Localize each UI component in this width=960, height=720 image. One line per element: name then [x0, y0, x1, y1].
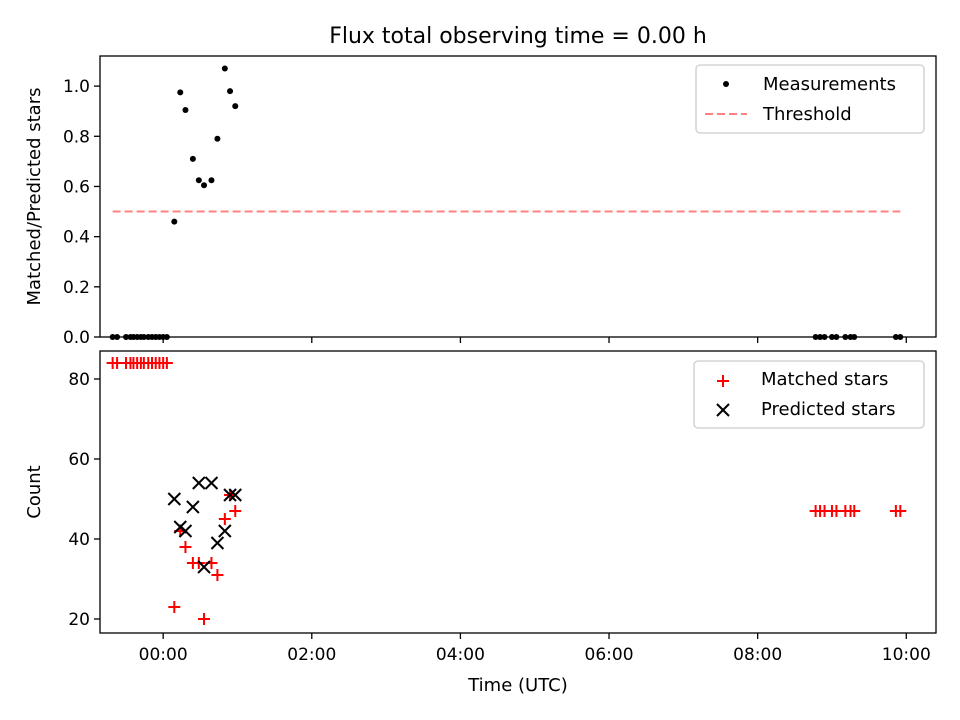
x-axis-label: Time (UTC) [467, 675, 568, 696]
top-legend: Measurements Threshold [695, 64, 925, 134]
y-tick-label: 0.2 [63, 278, 90, 298]
matched-star-marker [179, 541, 192, 553]
matched-star-marker [160, 357, 173, 369]
y-tick-label: 80 [68, 370, 90, 390]
y-tick-label: 60 [68, 450, 90, 470]
top-y-axis-label: Matched/Predicted stars [24, 88, 45, 306]
x-tick-label: 02:00 [287, 645, 336, 665]
predicted-star-marker [167, 492, 182, 506]
legend-predicted-marker [716, 403, 730, 417]
x-tick-label: 10:00 [882, 645, 931, 665]
bottom-legend: Matched stars Predicted stars [693, 360, 925, 429]
top-panel: 0.0 0.2 0.4 0.6 0.8 1.0 Matched/Predicted sta… [24, 55, 937, 348]
predicted-star-marker [197, 560, 211, 574]
chart-title: Flux total observing time = 0.00 h [329, 24, 707, 49]
top-y-ticks: 0.0 0.2 0.4 0.6 0.8 1.0 [63, 77, 100, 348]
matched-star-marker [218, 513, 231, 525]
bottom-legend-box [693, 360, 925, 429]
measurement-point [171, 218, 178, 225]
predicted-star-marker [223, 488, 237, 502]
y-tick-label: 20 [68, 610, 90, 630]
y-tick-label: 0.8 [63, 127, 90, 147]
top-x-ticks [162, 337, 907, 343]
measurement-point [227, 88, 234, 95]
bottom-y-axis-label: Count [24, 465, 45, 518]
matched-star-marker [198, 613, 211, 625]
predicted-star-marker [218, 524, 232, 538]
matched-star-marker [894, 505, 907, 517]
predicted-star-marker [228, 488, 242, 502]
y-tick-label: 0.4 [63, 228, 90, 248]
matched-star-marker [848, 505, 861, 517]
y-tick-label: 1.0 [63, 77, 90, 97]
legend-measurements-label: Measurements [763, 74, 896, 95]
legend-matched-marker [717, 375, 729, 387]
predicted-star-marker [204, 476, 219, 490]
predicted-star-marker [186, 500, 200, 514]
predicted-star-marker [178, 524, 193, 538]
top-axes-frame [99, 55, 937, 338]
matched-star-marker [229, 505, 242, 517]
measurement-point [182, 106, 189, 113]
matched-star-marker [168, 601, 181, 613]
x-tick-label: 00:00 [139, 645, 188, 665]
predicted-star-marker [192, 476, 206, 490]
bottom-axes-frame [99, 350, 937, 634]
measurement-point [189, 155, 196, 162]
legend-matched-label: Matched stars [761, 369, 888, 390]
measurement-point [214, 135, 221, 142]
measurement-point [195, 177, 202, 184]
legend-threshold-label: Threshold [762, 104, 852, 125]
x-tick-label: 06:00 [585, 645, 634, 665]
bottom-y-ticks: 20 40 60 80 [68, 370, 100, 630]
top-legend-box [695, 64, 925, 134]
y-tick-label: 0.6 [63, 177, 90, 197]
measurement-point [201, 182, 208, 189]
x-tick-label: 04:00 [436, 645, 485, 665]
bottom-x-ticks: 00:00 02:00 04:00 06:00 08:00 10:00 [139, 633, 931, 665]
top-plot-area [109, 65, 904, 340]
predicted-star-marker [210, 536, 225, 550]
y-tick-label: 0.0 [63, 328, 90, 348]
measurement-point [232, 103, 239, 110]
measurement-point [221, 65, 228, 72]
matched-star-marker [211, 569, 224, 581]
x-tick-label: 08:00 [733, 645, 782, 665]
measurement-point [208, 177, 215, 184]
measurement-point [177, 89, 184, 96]
y-tick-label: 40 [68, 530, 90, 550]
legend-measurements-marker [723, 81, 729, 87]
legend-predicted-label: Predicted stars [761, 399, 895, 420]
bottom-plot-area [106, 357, 907, 625]
